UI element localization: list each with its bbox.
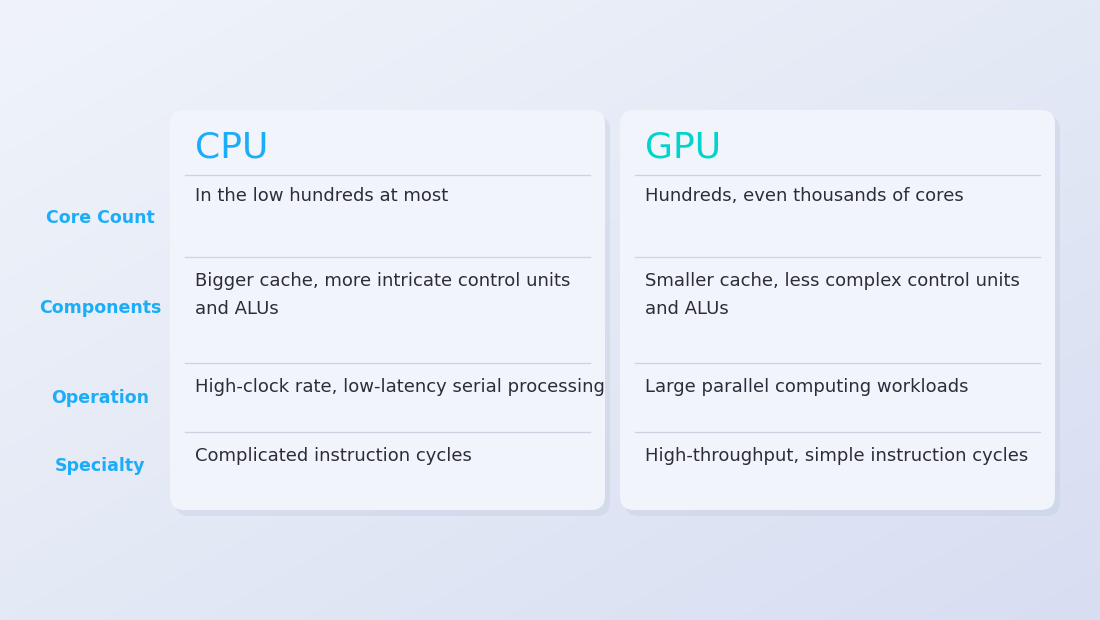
Text: Core Count: Core Count: [45, 209, 154, 227]
Text: Specialty: Specialty: [55, 457, 145, 475]
FancyBboxPatch shape: [170, 110, 605, 510]
Text: GPU: GPU: [645, 131, 722, 165]
Text: Hundreds, even thousands of cores: Hundreds, even thousands of cores: [645, 187, 964, 205]
Text: Large parallel computing workloads: Large parallel computing workloads: [645, 378, 968, 396]
FancyBboxPatch shape: [625, 116, 1060, 516]
Text: High-clock rate, low-latency serial processing: High-clock rate, low-latency serial proc…: [195, 378, 605, 396]
FancyBboxPatch shape: [620, 110, 1055, 510]
Text: Operation: Operation: [51, 389, 148, 407]
Text: Components: Components: [39, 299, 162, 317]
Text: Smaller cache, less complex control units
and ALUs: Smaller cache, less complex control unit…: [645, 272, 1020, 318]
Text: Complicated instruction cycles: Complicated instruction cycles: [195, 447, 472, 465]
FancyBboxPatch shape: [175, 116, 610, 516]
Text: CPU: CPU: [195, 131, 268, 165]
Text: In the low hundreds at most: In the low hundreds at most: [195, 187, 449, 205]
Text: High-throughput, simple instruction cycles: High-throughput, simple instruction cycl…: [645, 447, 1028, 465]
Text: Bigger cache, more intricate control units
and ALUs: Bigger cache, more intricate control uni…: [195, 272, 571, 318]
